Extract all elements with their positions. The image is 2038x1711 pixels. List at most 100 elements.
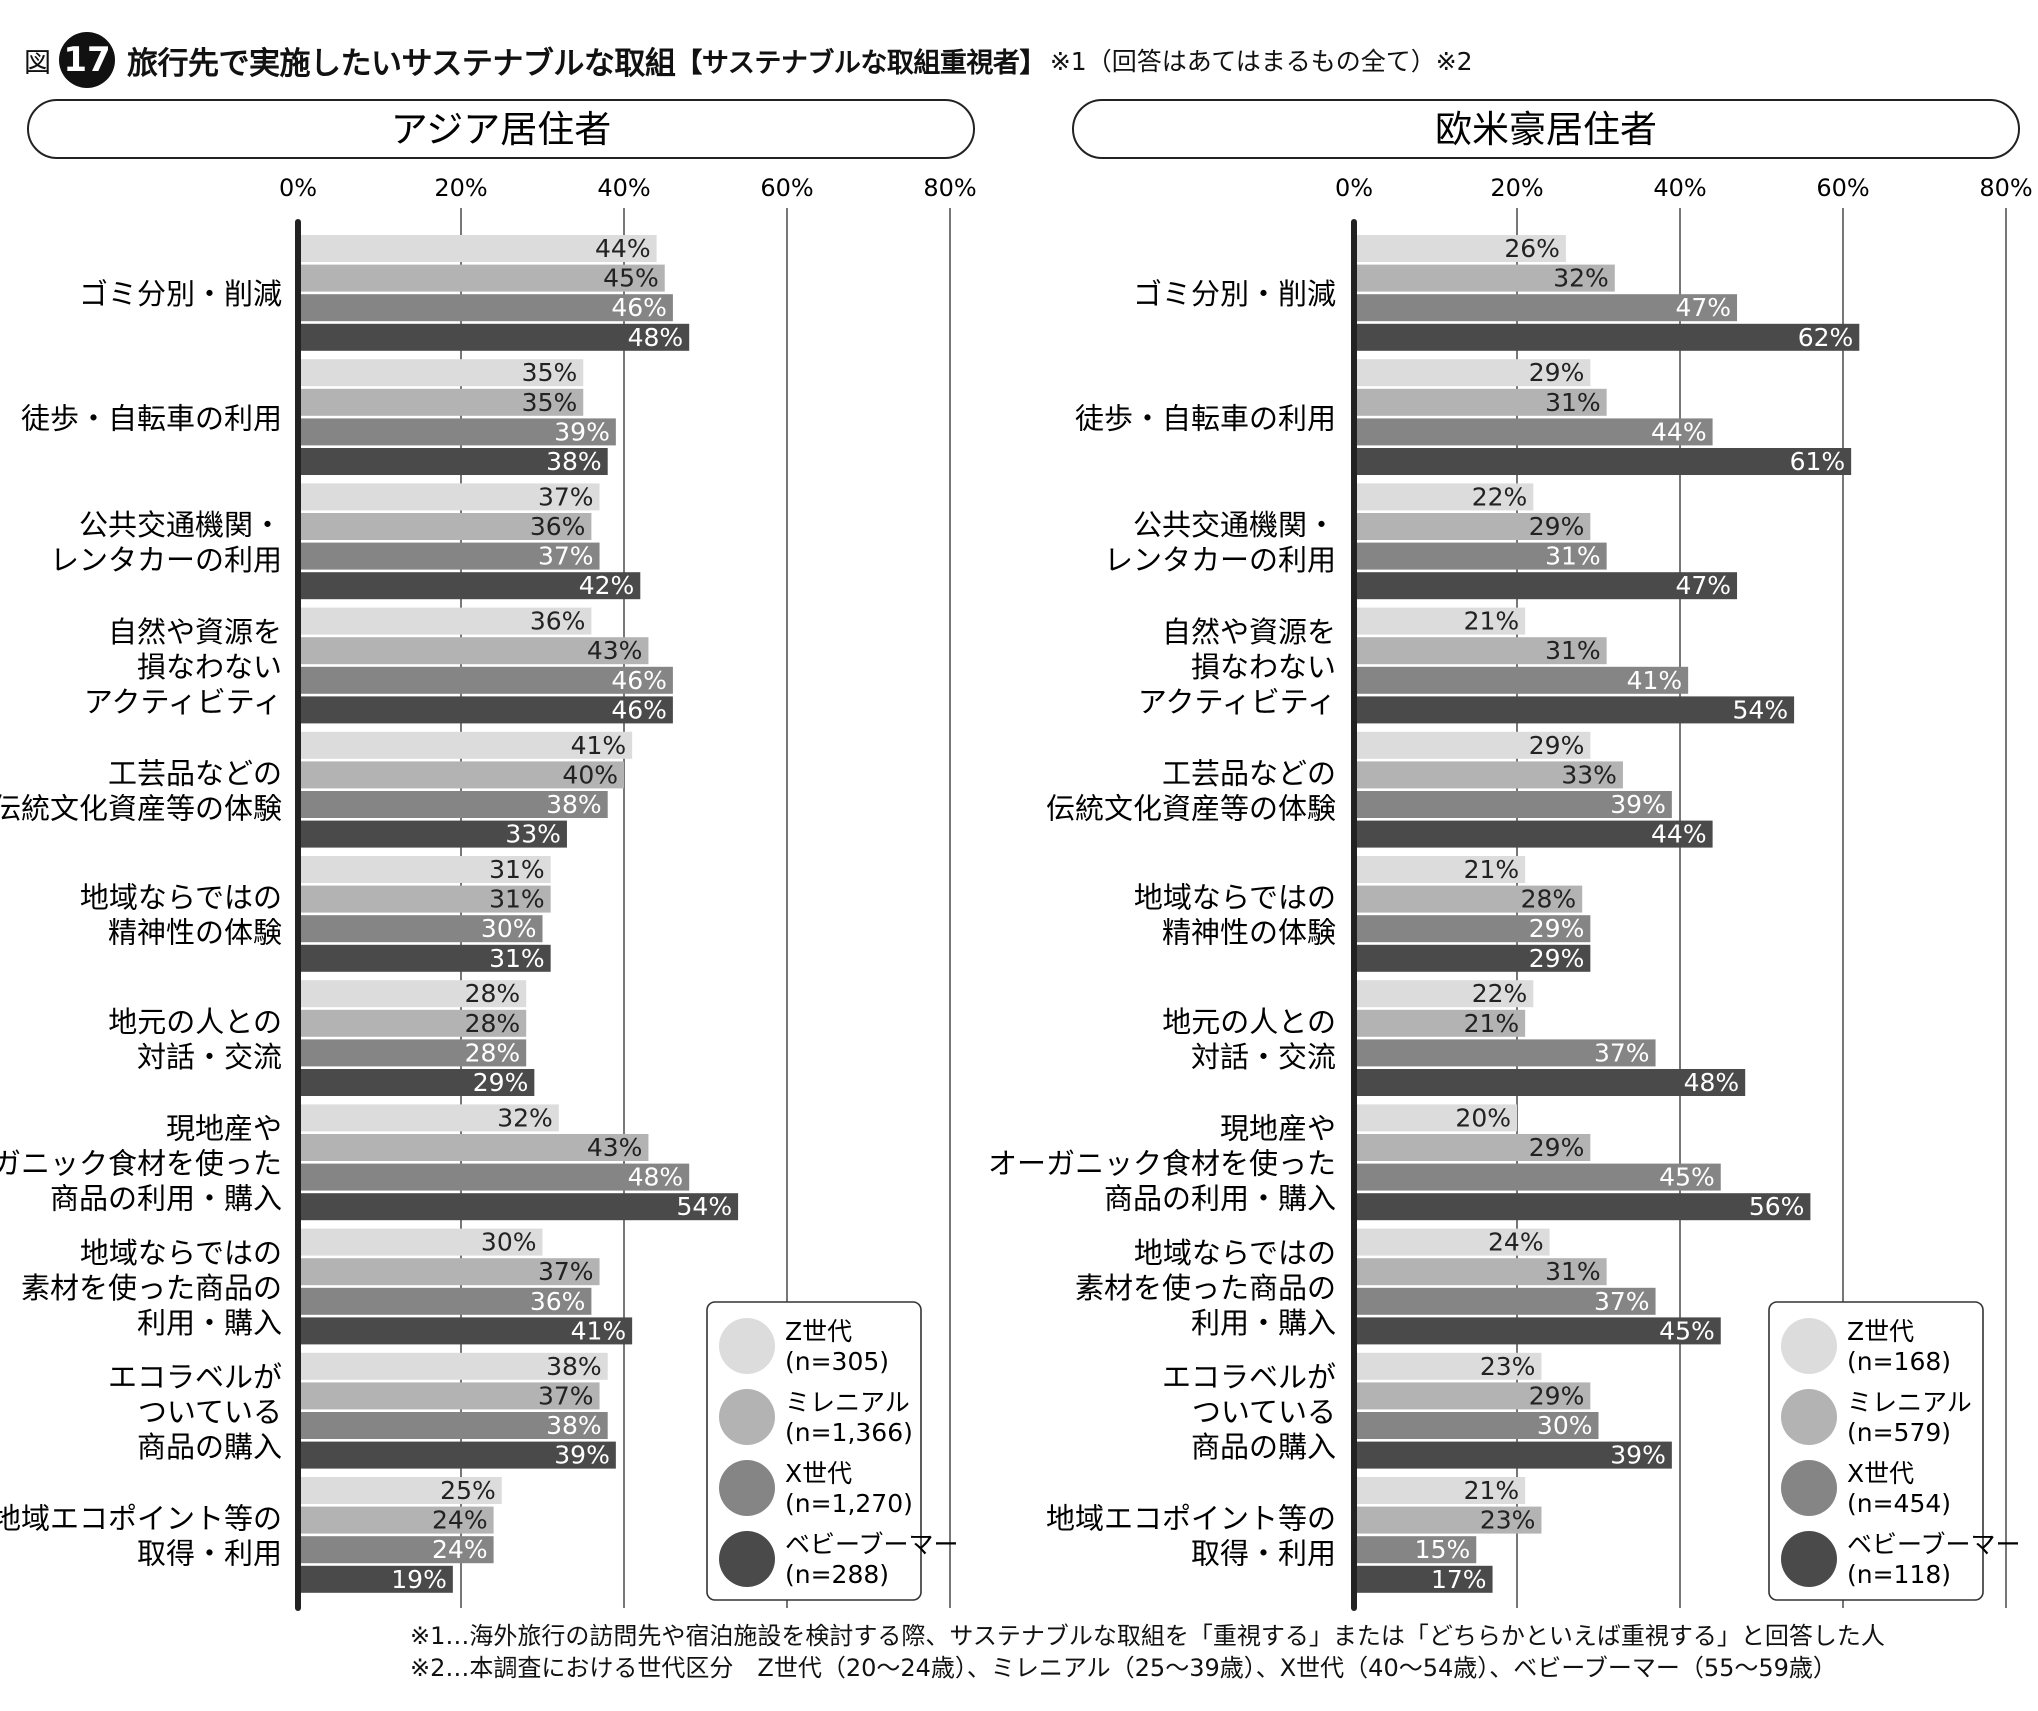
bar xyxy=(298,696,673,724)
category-label: 地域エコポイント等の取得・利用 xyxy=(1046,1502,1336,1571)
tick-label: 80% xyxy=(923,174,976,202)
bar xyxy=(298,1228,543,1256)
legend-box xyxy=(706,1301,922,1601)
bar xyxy=(1354,666,1689,694)
legend-series-name: ミレニアル xyxy=(785,1388,910,1417)
bar xyxy=(1354,1477,1526,1504)
bar xyxy=(1354,1382,1591,1410)
value-label: 20% xyxy=(1455,1103,1511,1132)
bar xyxy=(298,513,592,540)
value-label: 36% xyxy=(530,512,586,541)
value-label: 28% xyxy=(465,979,521,1008)
legend-swatch xyxy=(1781,1389,1837,1445)
bar xyxy=(298,1163,690,1191)
bar xyxy=(298,264,665,292)
bar xyxy=(1354,264,1615,292)
bar xyxy=(298,944,551,972)
value-label: 29% xyxy=(1529,1381,1585,1410)
bar xyxy=(298,791,608,818)
category-label: 工芸品などの伝統文化資産等の体験 xyxy=(0,757,282,826)
bar xyxy=(1354,483,1534,511)
bar xyxy=(298,980,527,1008)
bar xyxy=(1354,1193,1811,1221)
legend-series-count: (n=168) xyxy=(1847,1347,1951,1376)
value-label: 54% xyxy=(677,1192,733,1221)
bar xyxy=(1354,1287,1656,1315)
value-label: 62% xyxy=(1798,323,1854,352)
chart-panel-1: 欧米豪居住者 0% 20% 40% 60% 80% 26%32% 47% 62% ゴミ分別・削減 2… xyxy=(988,99,2033,1611)
value-label: 31% xyxy=(489,885,545,914)
bar xyxy=(1354,1104,1517,1132)
value-label: 44% xyxy=(1651,820,1707,849)
category-label: 自然や資源を損なわないアクティビティ xyxy=(84,615,282,719)
value-label: 41% xyxy=(571,1316,627,1345)
bar xyxy=(298,820,567,848)
value-label: 15% xyxy=(1415,1535,1471,1564)
tick-label: 80% xyxy=(1979,174,2032,202)
value-label: 47% xyxy=(1675,293,1731,322)
value-label: 36% xyxy=(530,607,586,636)
value-label: 56% xyxy=(1749,1192,1805,1221)
value-label: 29% xyxy=(1529,914,1585,943)
value-label: 35% xyxy=(522,358,578,387)
value-label: 29% xyxy=(1529,944,1585,973)
bar xyxy=(1354,235,1566,262)
tick-label: 40% xyxy=(1653,174,1706,202)
category-label: ゴミ分別・削減 xyxy=(1133,277,1336,311)
legend-series-name: ベビーブーマー xyxy=(1847,1530,2021,1559)
value-label: 39% xyxy=(1610,790,1666,819)
value-label: 40% xyxy=(562,760,618,789)
bar xyxy=(1354,1441,1672,1469)
bar xyxy=(1354,820,1713,848)
value-label: 31% xyxy=(489,944,545,973)
bar xyxy=(298,731,633,759)
value-label: 39% xyxy=(554,417,610,446)
bar xyxy=(1354,542,1607,570)
value-label: 31% xyxy=(1545,542,1601,571)
value-label: 45% xyxy=(1659,1163,1715,1192)
value-label: 21% xyxy=(1464,855,1520,884)
legend-series-count: (n=1,270) xyxy=(785,1489,913,1518)
value-label: 37% xyxy=(538,1257,594,1286)
bar xyxy=(298,1193,739,1221)
bar xyxy=(1354,761,1623,789)
category-label: 工芸品などの伝統文化資産等の体験 xyxy=(1046,757,1336,826)
bar xyxy=(1354,1412,1599,1439)
value-label: 54% xyxy=(1733,695,1789,724)
bar xyxy=(1354,885,1583,913)
bar xyxy=(1354,944,1591,972)
footnote-2: ※2…本調査における世代区分 Z世代（20〜24歳）、ミレニアル（25〜39歳）… xyxy=(410,1654,1837,1682)
bar xyxy=(298,1258,600,1286)
legend-swatch xyxy=(719,1460,775,1516)
bar xyxy=(1354,607,1526,635)
value-label: 41% xyxy=(571,731,627,760)
value-label: 29% xyxy=(473,1068,529,1097)
bar xyxy=(298,1104,559,1132)
value-label: 39% xyxy=(554,1441,610,1470)
bar xyxy=(1354,294,1738,322)
bar xyxy=(298,666,673,694)
value-label: 31% xyxy=(1545,636,1601,665)
bar xyxy=(1354,1317,1721,1345)
bar xyxy=(298,418,616,446)
value-label: 21% xyxy=(1464,1009,1520,1038)
value-label: 38% xyxy=(546,447,602,476)
legend-box xyxy=(1768,1301,1984,1601)
category-label: 徒歩・自転車の利用 xyxy=(21,401,282,435)
value-label: 30% xyxy=(481,1228,537,1257)
value-label: 41% xyxy=(1627,666,1683,695)
value-label: 29% xyxy=(1529,358,1585,387)
value-label: 24% xyxy=(1488,1228,1544,1257)
bar xyxy=(298,388,584,416)
category-label: 自然や資源を損なわないアクティビティ xyxy=(1138,615,1336,719)
value-label: 28% xyxy=(465,1009,521,1038)
bar xyxy=(298,1134,649,1161)
value-label: 26% xyxy=(1504,234,1560,263)
bar xyxy=(298,1565,453,1593)
category-label: 現地産やオーガニック食材を使った商品の利用・購入 xyxy=(0,1112,282,1216)
bar xyxy=(298,1506,494,1534)
bar xyxy=(298,761,624,789)
bar xyxy=(1354,1039,1656,1067)
bar xyxy=(1354,1069,1746,1096)
